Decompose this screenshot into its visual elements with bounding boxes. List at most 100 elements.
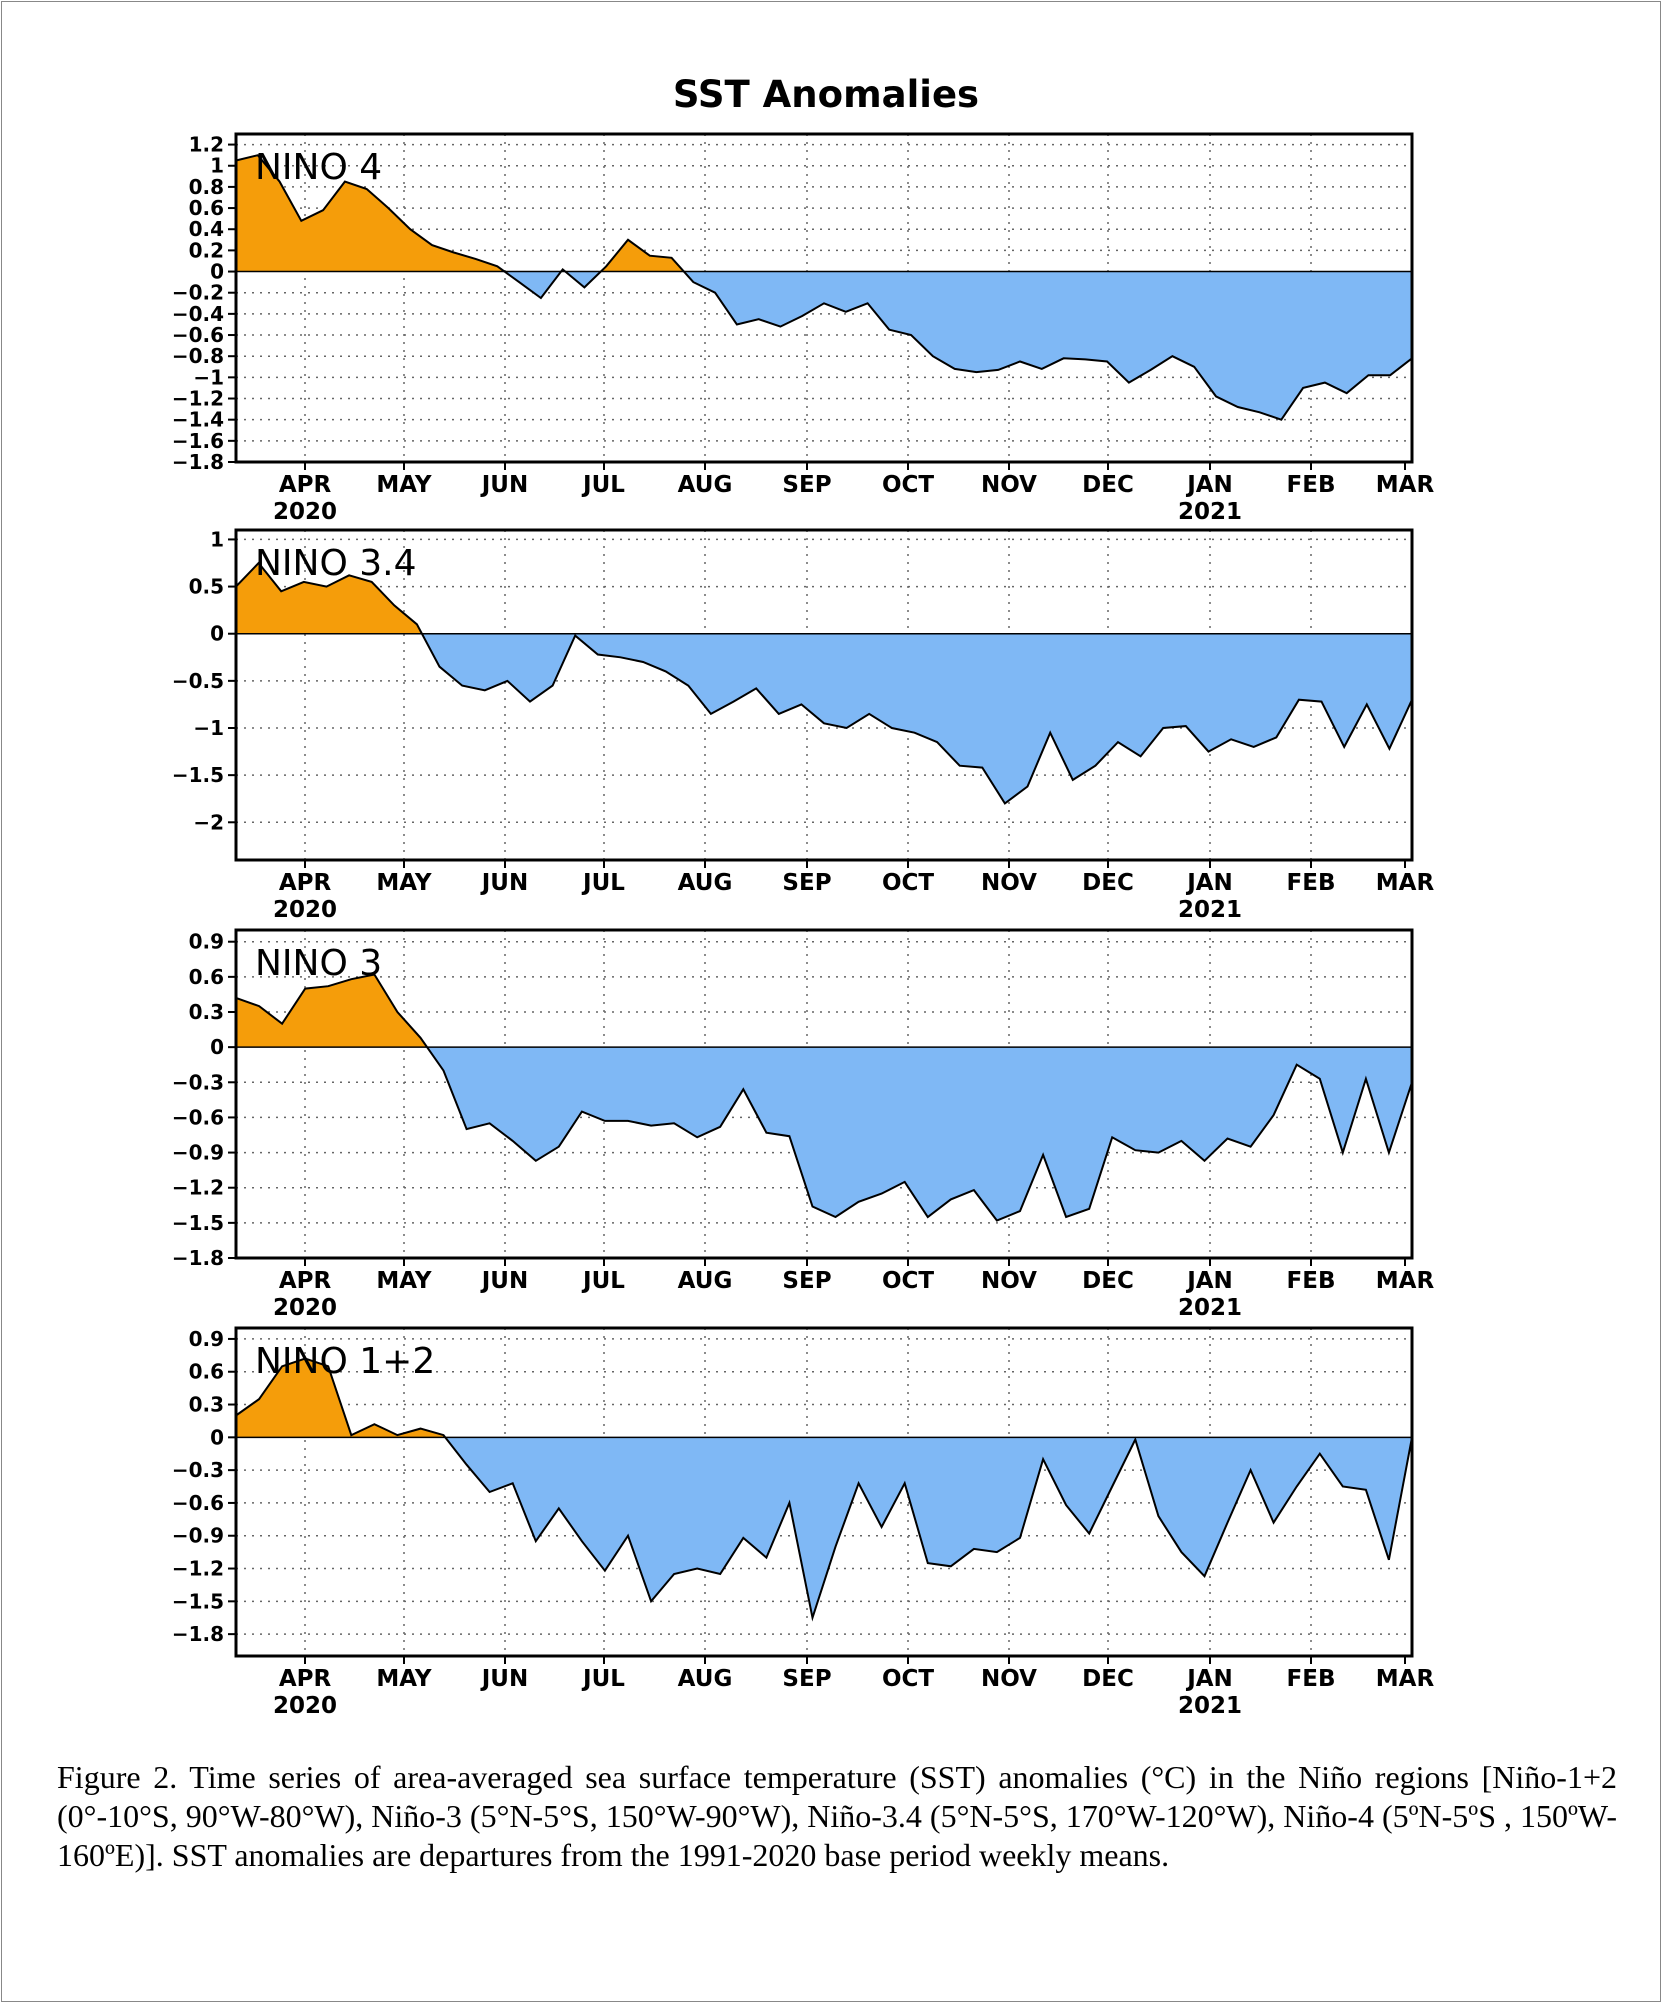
x-tick-label: APR <box>279 1666 332 1692</box>
x-tick-label: SEP <box>782 1666 831 1692</box>
x-tick-label: MAR <box>1376 1268 1435 1294</box>
figure: SST Anomalies 1.2 1 0.8 0.6 0.4 0.2 0 −0.2 −0.4−… <box>172 73 1435 1719</box>
y-tick-label: 0.3 <box>189 1393 224 1417</box>
x-year-label: 2021 <box>1178 1693 1242 1719</box>
y-tick-label: −1.8 <box>172 1246 224 1270</box>
x-tick-label: JUN <box>480 472 528 498</box>
x-tick-label: SEP <box>782 870 831 896</box>
panel-nino-4: 1.210.80.60.40.20−0.2−0.4−0.6−0.8−1−1.2−… <box>172 132 1435 525</box>
x-tick-label: JUN <box>480 1666 528 1692</box>
x-tick-label: MAR <box>1376 472 1435 498</box>
x-tick-label: NOV <box>981 1666 1037 1692</box>
x-year-label: 2021 <box>1178 499 1242 525</box>
x-tick-label: SEP <box>782 1268 831 1294</box>
y-tick-label: −0.3 <box>172 1458 224 1482</box>
x-tick-label: NOV <box>981 1268 1037 1294</box>
y-tick-label: 0.6 <box>189 965 224 989</box>
x-year-label: 2020 <box>273 499 337 525</box>
sst-anomalies-chart: SST Anomalies 1.210.80.60.40.20−0.2−0.4−… <box>172 73 1435 1719</box>
panel-label: NINO 1+2 <box>255 1341 435 1382</box>
x-tick-label: MAR <box>1376 870 1435 896</box>
y-tick-label: 1 <box>210 527 224 551</box>
x-tick-label: JUL <box>581 1666 625 1692</box>
y-tick-label: −1.4 <box>172 408 224 432</box>
x-tick-label: APR <box>279 472 332 498</box>
y-tick-label: −1 <box>193 365 224 389</box>
x-tick-label: JAN <box>1185 1666 1233 1692</box>
y-tick-label: 0.6 <box>189 196 224 220</box>
x-tick-label: AUG <box>678 870 733 896</box>
x-tick-label: APR <box>279 1268 332 1294</box>
y-tick-label: −0.6 <box>172 1491 224 1515</box>
plot-frame <box>234 1326 1414 1658</box>
x-tick-label: DEC <box>1082 1666 1134 1692</box>
x-year-label: 2020 <box>273 1693 337 1719</box>
y-tick-label: 0.8 <box>189 175 224 199</box>
y-tick-label: −0.2 <box>172 281 224 305</box>
x-tick-label: MAY <box>376 870 431 896</box>
x-tick-label: NOV <box>981 870 1037 896</box>
x-tick-label: JUL <box>581 472 625 498</box>
x-tick-label: FEB <box>1287 870 1336 896</box>
y-tick-label: −1.6 <box>172 429 224 453</box>
negative-anomaly-area <box>504 271 1412 420</box>
y-tick-label: −2 <box>193 810 224 834</box>
x-tick-label: JUN <box>480 870 528 896</box>
y-tick-label: 0.9 <box>189 1327 224 1351</box>
y-tick-label: −1.2 <box>172 387 224 411</box>
sst-anomaly-line <box>235 561 1413 805</box>
plot-frame <box>234 928 1414 1260</box>
y-tick-label: −0.3 <box>172 1070 224 1094</box>
y-tick-label: 0 <box>210 260 224 284</box>
x-tick-label: MAY <box>376 1666 431 1692</box>
panel-nino-1-2: 0.9 0.6 0.3 0 −0.3 −0.6 −0.9 −1.2 −1.5 −1.8 APR MAY… <box>172 1326 1435 1719</box>
panel-label: NINO 3 <box>255 943 382 984</box>
x-tick-label: AUG <box>678 1666 733 1692</box>
panel-nino-3-4: 1 0.5 0 −0.5 −1 −1.5 −2 APR MAY JUN JUL AUG SEP OCT NO… <box>172 527 1435 923</box>
x-tick-label: MAR <box>1376 1666 1435 1692</box>
y-tick-label: −0.6 <box>172 1105 224 1129</box>
x-tick-label: JUL <box>581 870 625 896</box>
x-tick-label: JAN <box>1185 472 1233 498</box>
y-tick-label: −1.2 <box>172 1557 224 1581</box>
panel-label: NINO 4 <box>255 147 382 188</box>
y-tick-label: 0.6 <box>189 1360 224 1384</box>
positive-anomaly-area <box>236 974 1412 1048</box>
y-tick-label: 0 <box>210 1035 224 1059</box>
y-tick-label: 0.9 <box>189 930 224 954</box>
positive-anomaly-area <box>236 563 1412 634</box>
negative-anomaly-area <box>421 633 1412 804</box>
y-tick-label: −0.5 <box>172 669 224 693</box>
y-tick-label: 1.2 <box>189 133 224 157</box>
y-tick-label: −1.2 <box>172 1176 224 1200</box>
x-tick-label: DEC <box>1082 870 1134 896</box>
y-tick-label: −0.9 <box>172 1141 224 1165</box>
x-tick-label: OCT <box>882 1268 934 1294</box>
x-tick-label: JUL <box>581 1268 625 1294</box>
x-tick-label: AUG <box>678 472 733 498</box>
y-tick-label: −1.8 <box>172 1622 224 1646</box>
x-year-label: 2020 <box>273 1295 337 1321</box>
x-tick-label: NOV <box>981 472 1037 498</box>
y-tick-label: 0 <box>210 622 224 646</box>
y-tick-label: −1.8 <box>172 450 224 474</box>
x-tick-label: OCT <box>882 472 934 498</box>
x-tick-label: APR <box>279 870 332 896</box>
y-tick-label: −0.8 <box>172 344 224 368</box>
sst-anomaly-line <box>235 1357 1413 1622</box>
x-tick-label: MAY <box>376 1268 431 1294</box>
negative-anomaly-area <box>427 1047 1412 1221</box>
y-tick-label: −0.9 <box>172 1524 224 1548</box>
x-tick-label: MAY <box>376 472 431 498</box>
plot-frame <box>234 132 1414 464</box>
x-tick-label: OCT <box>882 870 934 896</box>
x-tick-label: SEP <box>782 472 831 498</box>
x-tick-label: JAN <box>1185 870 1233 896</box>
positive-anomaly-area <box>236 155 1412 272</box>
x-tick-label: JAN <box>1185 1268 1233 1294</box>
panel-label: NINO 3.4 <box>255 543 417 584</box>
y-tick-label: 0.3 <box>189 1000 224 1024</box>
y-tick-label: −1.5 <box>172 1589 224 1613</box>
panel-nino-3: 0.9 0.6 0.3 0 −0.3 −0.6 −0.9 −1.2 −1.5 −1.8 APR MAY… <box>172 928 1435 1321</box>
